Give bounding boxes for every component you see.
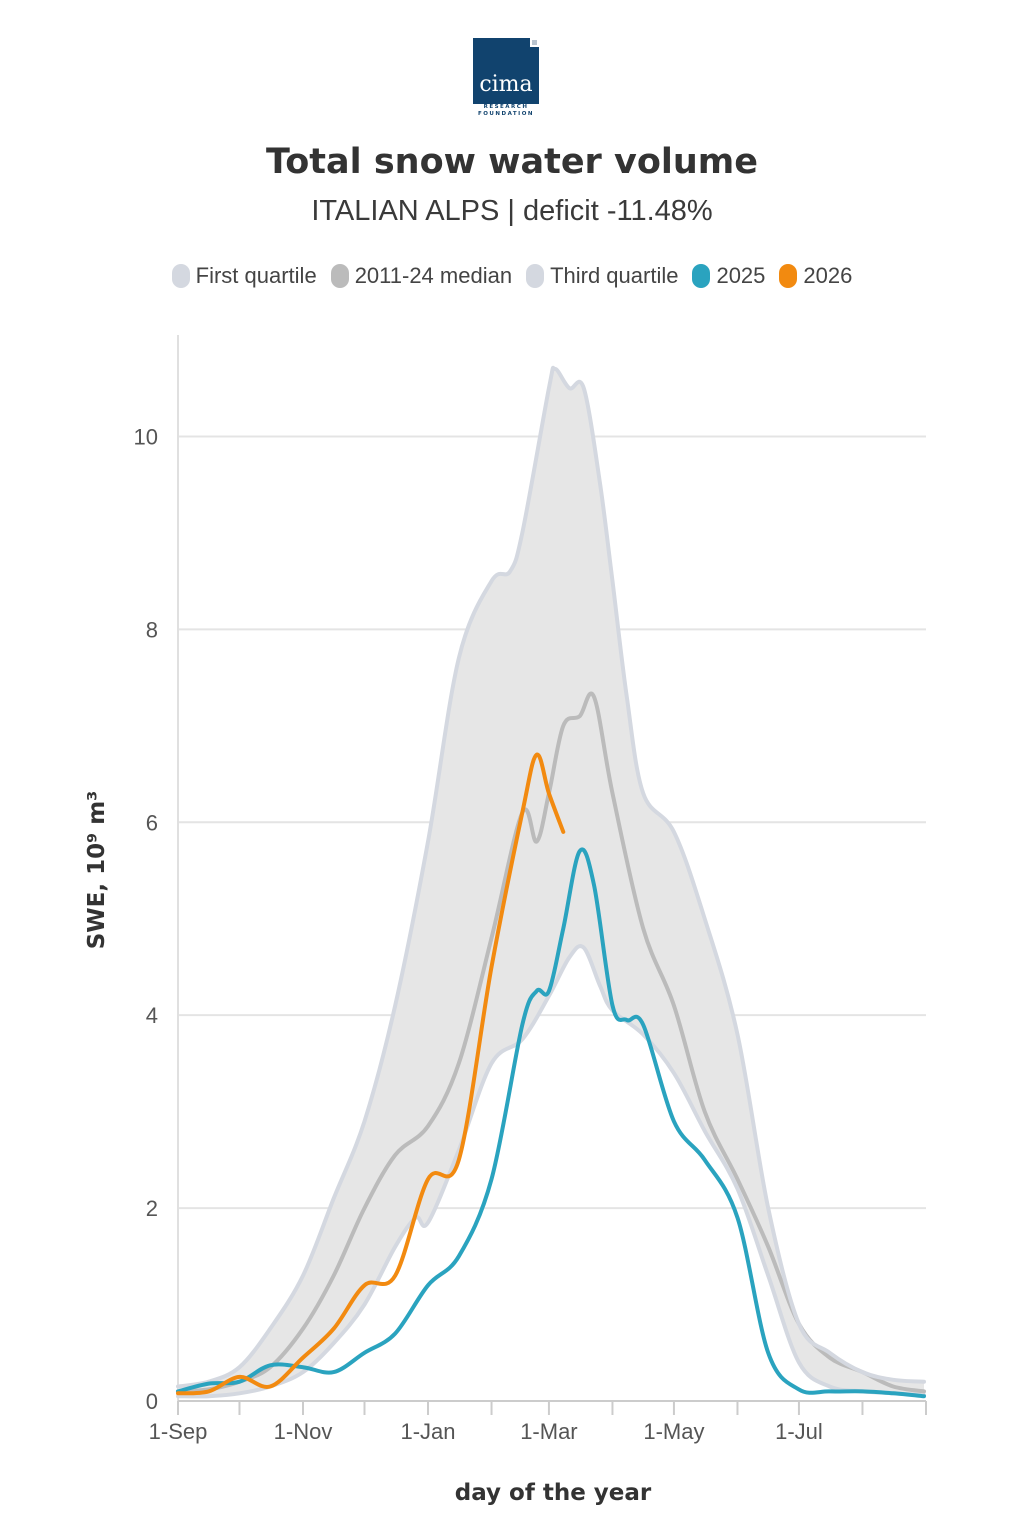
third-quartile-line: [176, 365, 926, 1389]
cima-logo: cima RESEARCH FOUNDATION: [473, 38, 539, 118]
y-tick-label: 6: [146, 810, 158, 835]
x-tick-label: 1-May: [643, 1419, 704, 1444]
chart-title: Total snow water volume: [266, 142, 758, 182]
y-tick-label: 10: [134, 424, 158, 449]
x-tick-label: 1-Nov: [274, 1419, 333, 1444]
first-quartile-line: [176, 944, 926, 1399]
legend-label: 2011-24 median: [354, 263, 513, 288]
x-tick-label: 1-Jan: [400, 1419, 455, 1444]
legend-item-2026[interactable]: 2026: [779, 263, 852, 289]
interquartile-band: [178, 367, 924, 1397]
series-2025-line: [176, 847, 926, 1399]
y-tick-label: 2: [146, 1196, 158, 1221]
legend-item-third-quartile[interactable]: Third quartile: [526, 263, 678, 289]
legend-swatch: [692, 264, 711, 288]
x-tick-label: 1-Jul: [775, 1419, 823, 1444]
legend-label: 2026: [803, 263, 853, 288]
series-2026-line: [176, 752, 566, 1396]
x-tick-label: 1-Sep: [149, 1419, 208, 1444]
logo-subtext: RESEARCH FOUNDATION: [478, 104, 534, 117]
y-axis-title: SWE, 10⁹ m³: [84, 791, 110, 950]
median-line: [176, 691, 926, 1394]
legend-label: First quartile: [195, 263, 317, 288]
legend-swatch: [330, 264, 349, 288]
legend-swatch: [526, 264, 545, 288]
x-axis-title: day of the year: [455, 1480, 652, 1506]
y-tick-label: 8: [146, 617, 158, 642]
logo-brand: cima: [479, 72, 533, 97]
y-tick-label: 4: [146, 1003, 158, 1028]
legend-item-median[interactable]: 2011-24 median: [330, 263, 513, 289]
legend-swatch: [779, 264, 798, 288]
legend: First quartile 2011-24 median Third quar…: [0, 263, 1024, 289]
legend-label: Third quartile: [550, 263, 679, 288]
logo-box: cima: [473, 38, 539, 104]
x-tick-label: 1-Mar: [520, 1419, 577, 1444]
legend-label: 2025: [716, 263, 766, 288]
legend-item-2025[interactable]: 2025: [692, 263, 765, 289]
legend-swatch: [171, 264, 190, 288]
legend-item-first-quartile[interactable]: First quartile: [171, 263, 317, 289]
y-tick-label: 0: [146, 1389, 158, 1414]
logo-notch: [530, 38, 539, 47]
chart-subtitle: ITALIAN ALPS | deficit -11.48%: [311, 195, 713, 227]
